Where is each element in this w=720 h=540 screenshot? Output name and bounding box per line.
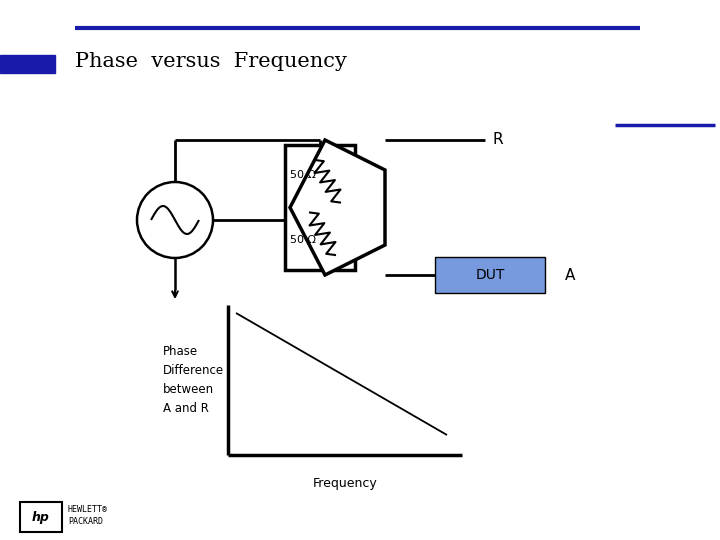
Text: Phase
Difference
between
A and R: Phase Difference between A and R bbox=[163, 345, 224, 415]
Bar bbox=[0, 55, 55, 73]
Text: Phase  versus  Frequency: Phase versus Frequency bbox=[75, 52, 347, 71]
Text: 50 Ω: 50 Ω bbox=[290, 170, 316, 180]
Text: PACKARD: PACKARD bbox=[68, 517, 103, 526]
Text: R: R bbox=[492, 132, 503, 147]
Text: hp: hp bbox=[32, 510, 50, 523]
Bar bbox=[20, 502, 62, 532]
Polygon shape bbox=[290, 140, 385, 275]
Bar bbox=[285, 145, 355, 270]
Bar bbox=[435, 257, 545, 293]
Text: DUT: DUT bbox=[475, 268, 505, 282]
Text: 50 Ω: 50 Ω bbox=[290, 235, 316, 245]
Text: HEWLETT®: HEWLETT® bbox=[68, 505, 108, 515]
Text: Frequency: Frequency bbox=[312, 477, 377, 490]
Text: A: A bbox=[565, 267, 575, 282]
